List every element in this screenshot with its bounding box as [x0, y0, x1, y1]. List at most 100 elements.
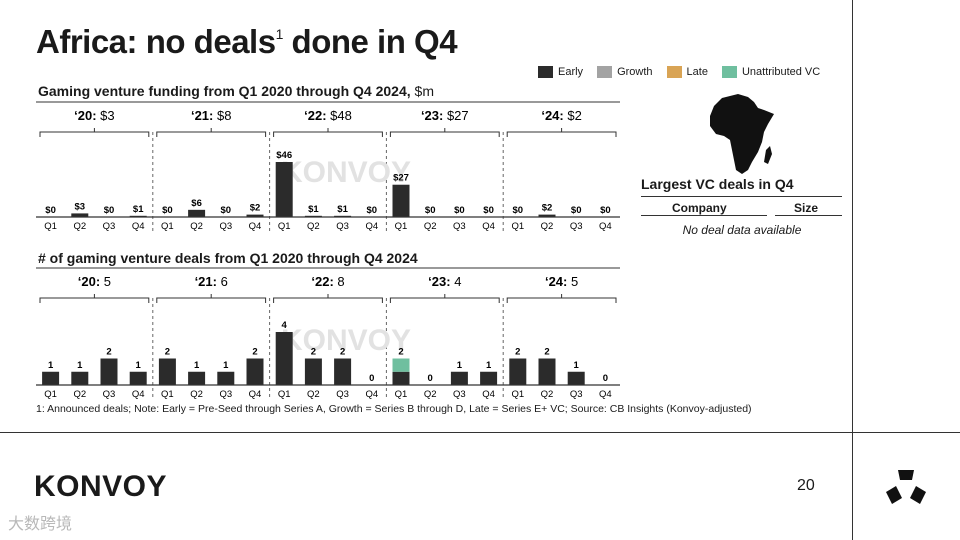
- year-bracket: [389, 294, 500, 303]
- bar-value-label: 2: [106, 347, 111, 358]
- bar-early: [392, 371, 410, 385]
- quarter-tick-label: Q3: [453, 389, 466, 400]
- bar-value-label: $0: [454, 205, 465, 216]
- quarter-tick-label: Q3: [453, 221, 466, 232]
- year-bracket: [156, 128, 267, 137]
- year-total-label: ‘24: 5: [545, 274, 578, 289]
- quarter-tick-label: Q3: [103, 389, 116, 400]
- quarter-tick-label: Q3: [570, 221, 583, 232]
- legend-item-early: Early: [538, 66, 583, 78]
- legend-item-late: Late: [666, 66, 708, 78]
- title-footnote-mark: 1: [275, 26, 284, 42]
- no-deal-data-message: No deal data available: [682, 223, 802, 237]
- bar-value-label: $3: [75, 201, 86, 212]
- quarter-tick-label: Q2: [541, 389, 554, 400]
- bar-early: [509, 358, 527, 385]
- company-header-rule: [641, 215, 767, 216]
- bar-value-label: $0: [104, 205, 115, 216]
- legend-swatch-unattributed: [721, 66, 737, 78]
- bar-value-label: 1: [136, 360, 142, 371]
- footnote: 1: Announced deals; Note: Early = Pre-Se…: [36, 403, 752, 415]
- bar-value-label: 2: [252, 347, 257, 358]
- bar-value-label: 2: [165, 347, 170, 358]
- quarter-tick-label: Q3: [219, 389, 232, 400]
- quarter-tick-label: Q2: [190, 221, 203, 232]
- bar-value-label: $0: [162, 205, 173, 216]
- page-title: Africa: no deals1 done in Q4: [36, 23, 458, 60]
- chart-watermark: KONVOY: [281, 156, 411, 189]
- year-total-label: ‘21: $8: [191, 108, 231, 123]
- bar-value-label: $0: [600, 205, 611, 216]
- bar-value-label: $0: [367, 205, 378, 216]
- bar-early: [158, 358, 176, 385]
- quarter-tick-label: Q1: [44, 221, 57, 232]
- quarter-tick-label: Q1: [511, 221, 524, 232]
- corner-watermark: 大数跨境: [8, 516, 73, 533]
- bar-early: [100, 358, 118, 385]
- quarter-tick-label: Q4: [249, 221, 262, 232]
- quarter-tick-label: Q4: [482, 221, 495, 232]
- bar-early: [246, 214, 264, 217]
- quarter-tick-label: Q4: [132, 389, 145, 400]
- bar-value-label: 1: [223, 360, 229, 371]
- year-total-label: ‘22: 8: [311, 274, 344, 289]
- year-total-label: ‘24: $2: [541, 108, 581, 123]
- chart-watermark: KONVOY: [281, 324, 411, 357]
- bar-early: [42, 371, 60, 385]
- bar-value-label: 2: [311, 347, 316, 358]
- quarter-tick-label: Q3: [570, 389, 583, 400]
- quarter-tick-label: Q1: [511, 389, 524, 400]
- bar-value-label: $2: [542, 203, 553, 214]
- bar-value-label: $0: [483, 205, 494, 216]
- quarter-tick-label: Q4: [599, 221, 612, 232]
- right-divider-line: [852, 0, 853, 540]
- bar-value-label: 1: [457, 360, 463, 371]
- quarter-tick-label: Q4: [482, 389, 495, 400]
- legend-item-unattributed: Unattributed VC: [721, 66, 820, 78]
- largest-deals-title: Largest VC deals in Q4: [641, 176, 794, 192]
- year-bracket: [273, 128, 383, 137]
- bar-value-label: 1: [574, 360, 580, 371]
- bar-value-label: $0: [425, 205, 436, 216]
- bar-value-label: $6: [191, 198, 202, 209]
- year-total-label: ‘21: 6: [195, 274, 228, 289]
- bar-value-label: 0: [428, 373, 433, 384]
- bar-value-label: 2: [398, 347, 403, 358]
- quarter-tick-label: Q1: [278, 389, 291, 400]
- quarter-tick-label: Q1: [395, 221, 408, 232]
- quarter-tick-label: Q1: [395, 389, 408, 400]
- bar-early: [71, 213, 89, 217]
- bar-early: [188, 209, 206, 217]
- bar-value-label: $46: [276, 150, 292, 161]
- bar-early: [275, 162, 293, 217]
- bar-value-label: 0: [369, 373, 374, 384]
- bar-value-label: 2: [515, 347, 520, 358]
- bar-early: [450, 371, 468, 385]
- quarter-tick-label: Q3: [336, 221, 349, 232]
- bar-value-label: $1: [308, 204, 319, 215]
- bar-early: [334, 358, 352, 385]
- bar-value-label: $27: [393, 173, 409, 184]
- year-total-label: ‘22: $48: [304, 108, 352, 123]
- bar-value-label: 0: [603, 373, 608, 384]
- bar-value-label: $1: [337, 204, 348, 215]
- quarter-tick-label: Q1: [161, 389, 174, 400]
- quarter-tick-label: Q3: [103, 221, 116, 232]
- deals-chart: ‘20: 5 ‘21: 6 ‘22: 8 ‘23: 4 ‘24: 5 KONVOY 1 Q1 1…: [36, 267, 620, 400]
- bar-value-label: 1: [48, 360, 54, 371]
- bar-early: [480, 371, 498, 385]
- bar-early: [71, 371, 89, 385]
- konvoy-logo-icon: [886, 470, 926, 504]
- year-total-label: ‘20: 5: [78, 274, 111, 289]
- bar-value-label: 1: [486, 360, 492, 371]
- bar-early: [538, 358, 556, 385]
- bar-value-label: $2: [250, 203, 261, 214]
- year-bracket: [156, 294, 267, 303]
- footer-divider-line: [0, 432, 960, 433]
- legend-swatch-late: [666, 66, 682, 78]
- year-total-label: ‘23: 4: [428, 274, 461, 289]
- size-header-rule: [775, 215, 842, 216]
- africa-map-icon: [710, 94, 774, 174]
- quarter-tick-label: Q1: [161, 221, 174, 232]
- page-number: 20: [797, 477, 815, 494]
